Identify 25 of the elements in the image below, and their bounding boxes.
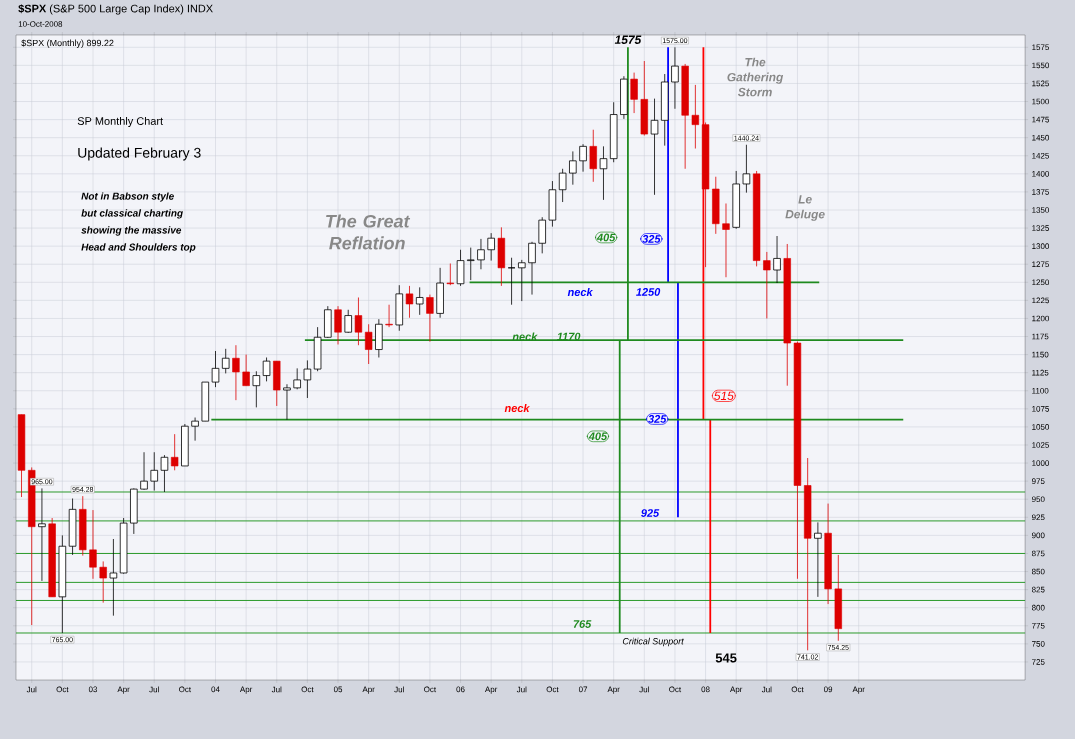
annotation: $SPX (Monthly) 899.22 (21, 39, 114, 48)
annotation: Critical Support (622, 637, 684, 647)
annotation: 325 (642, 235, 661, 243)
annotation: Updated February 3 (78, 147, 201, 161)
annotation: 925 (641, 509, 660, 517)
annotation: Head and Shoulders top (81, 243, 196, 253)
annotation: 545 (715, 653, 737, 663)
annotation: 765 (573, 620, 592, 628)
annotation: The Gathering Storm (727, 57, 784, 97)
annotation: showing the massive (81, 226, 182, 236)
annotation: Le Deluge (785, 195, 825, 221)
annotation: 325 (648, 415, 667, 423)
annotation: The Great Reflation (326, 214, 411, 250)
annotation: 1250 (636, 288, 661, 296)
annotation: 515 (714, 391, 734, 400)
annotation: SP Monthly Chart (77, 116, 164, 128)
chart-title: $SPX (S&P 500 Large Cap Index) INDX (18, 4, 213, 15)
annotation: neck (567, 287, 594, 296)
annotation: neck (504, 403, 530, 413)
annotation: but classical charting (81, 209, 183, 219)
annotation: 1170 (557, 332, 581, 341)
annotation: 405 (596, 233, 616, 242)
annotation: Not in Babson style (81, 192, 174, 202)
annotation: 1575 (614, 35, 642, 44)
annotation: 405 (588, 432, 608, 441)
